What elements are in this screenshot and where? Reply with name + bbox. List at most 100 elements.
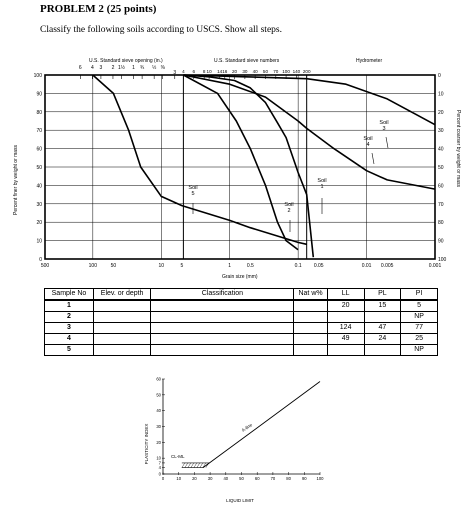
- sieve-number-tick-label: 50: [263, 69, 269, 74]
- table-cell: [326, 311, 365, 323]
- y-right-tick-label: 40: [438, 147, 444, 153]
- header-pi: PI: [400, 288, 438, 301]
- y-left-tick-label: 20: [36, 220, 42, 226]
- y-left-tick-label: 40: [36, 183, 42, 189]
- soil-label-s4: Soil 4: [363, 136, 372, 148]
- y-left-tick-label: 70: [36, 128, 42, 134]
- p-y-tick-label: 30: [156, 424, 161, 429]
- header-pl: PL: [363, 288, 402, 301]
- table-cell: [92, 322, 152, 334]
- table-cell: [293, 311, 328, 323]
- plasticity-xlabel: LIQUID LIMIT: [226, 498, 254, 503]
- y-right-tick-label: 30: [438, 128, 444, 134]
- table-cell: 124: [326, 322, 365, 334]
- curve-soil-4: [183, 74, 436, 190]
- p-y-tick-label: 10: [156, 456, 161, 461]
- a-line: [202, 381, 321, 469]
- table-cell: 25: [400, 333, 438, 345]
- soil-label-s2: Soil 2: [284, 202, 293, 214]
- x-tick-label: 10: [158, 263, 164, 269]
- table-row: 1 20 15 5: [44, 299, 438, 312]
- ylabel-left: Percent finer by weight or mass: [13, 144, 19, 215]
- p-y-tick-label: 7: [159, 460, 162, 465]
- p-x-tick-label: 70: [271, 476, 276, 481]
- sieve-inch-tick-label: 1: [132, 65, 135, 71]
- sieve-inch-tick-label: 3: [100, 65, 103, 71]
- sieve-inch-tick-label: ¾: [140, 65, 145, 71]
- sieve-number-tick-label: 30: [242, 69, 248, 74]
- header-classification: Classification: [150, 288, 295, 301]
- x-tick-label: 500: [41, 263, 50, 269]
- sieve-number-tick-label: 10: [207, 69, 213, 74]
- table-cell: 15: [363, 299, 402, 312]
- table-cell: [92, 299, 152, 312]
- table-cell: 5: [44, 344, 94, 356]
- x-tick-label: 50: [111, 263, 117, 269]
- y-right-tick-label: 0: [438, 73, 441, 79]
- table-cell: [150, 299, 295, 312]
- plasticity-lines: [181, 381, 321, 469]
- cl-ml-hatch: [196, 462, 201, 468]
- p-x-tick-label: 20: [192, 476, 197, 481]
- p-y-tick-label: 60: [156, 377, 161, 382]
- p-x-tick-label: 0: [162, 476, 165, 481]
- y-left-tick-label: 100: [34, 73, 43, 79]
- table-cell: 24: [363, 333, 402, 345]
- soil-leader-s3: [385, 136, 389, 149]
- table-cell: [293, 344, 328, 356]
- table-cell: 49: [326, 333, 365, 345]
- y-left-tick-label: 30: [36, 202, 42, 208]
- header-elev-depth: Elev. or depth: [92, 288, 152, 301]
- y-right-tick-label: 100: [438, 257, 447, 263]
- p-x-tick-label: 60: [255, 476, 260, 481]
- table-row: 2 NP: [44, 311, 438, 323]
- table-cell: [293, 299, 328, 312]
- y-left-tick-label: 0: [39, 257, 42, 263]
- sieve-number-tick-label: 40: [253, 69, 259, 74]
- sieve-inch-tick-label: 4: [91, 65, 94, 71]
- sieve-inch-tick-label: 3: [173, 70, 176, 76]
- cl-ml-hatch: [184, 462, 189, 468]
- table-cell: [326, 344, 365, 356]
- p-x-tick-label: 10: [176, 476, 181, 481]
- p-y-tick-label: 4: [159, 465, 162, 470]
- table-cell: [293, 322, 328, 334]
- x-tick-label: 0.005: [381, 263, 394, 269]
- soil-label-s3: Soil 3: [379, 120, 388, 132]
- p-y-tick-label: 40: [156, 408, 161, 413]
- p-x-tick-label: 30: [208, 476, 213, 481]
- sieve-inch-tick-label: ⅜: [161, 65, 166, 71]
- sieve-number-tick-label: 14: [217, 69, 223, 74]
- problem-heading: PROBLEM 2 (25 points): [40, 3, 157, 15]
- table-cell: NP: [400, 311, 438, 323]
- y-right-tick-label: 60: [438, 183, 444, 189]
- header-sample-no: Sample No: [44, 288, 94, 301]
- table-row: 3 124 47 77: [44, 322, 438, 334]
- curve-soil-3: [183, 74, 436, 126]
- table-cell: 3: [44, 322, 94, 334]
- y-left-tick-label: 50: [36, 165, 42, 171]
- cl-ml-hatch: [193, 462, 198, 468]
- p-y-tick-label: 50: [156, 392, 161, 397]
- grain-size-chart: U.S. Standard sieve opening (in.) U.S. S…: [13, 58, 461, 280]
- soil-table: Sample No Elev. or depth Classification …: [44, 288, 438, 356]
- table-cell: [150, 311, 295, 323]
- curve-soil-5: [92, 74, 307, 246]
- a-line-label: A-line: [241, 422, 254, 433]
- sieve-opening-label: U.S. Standard sieve opening (in.): [89, 58, 163, 64]
- table-cell: 1: [44, 299, 94, 312]
- sieve-number-tick-label: 100: [282, 69, 290, 74]
- x-tick-label: 1: [228, 263, 231, 269]
- x-tick-label: 0.05: [314, 263, 324, 269]
- sieve-number-tick-label: 200: [303, 69, 311, 74]
- p-y-tick-label: 0: [159, 472, 162, 477]
- table-cell: 2: [44, 311, 94, 323]
- ylabel-right: Percent coarser by weight or mass: [455, 110, 461, 187]
- header-ll: LL: [326, 288, 365, 301]
- sieve-inch-tick-label: ½: [152, 64, 157, 71]
- table-cell: 20: [326, 299, 365, 312]
- table-cell: [92, 311, 152, 323]
